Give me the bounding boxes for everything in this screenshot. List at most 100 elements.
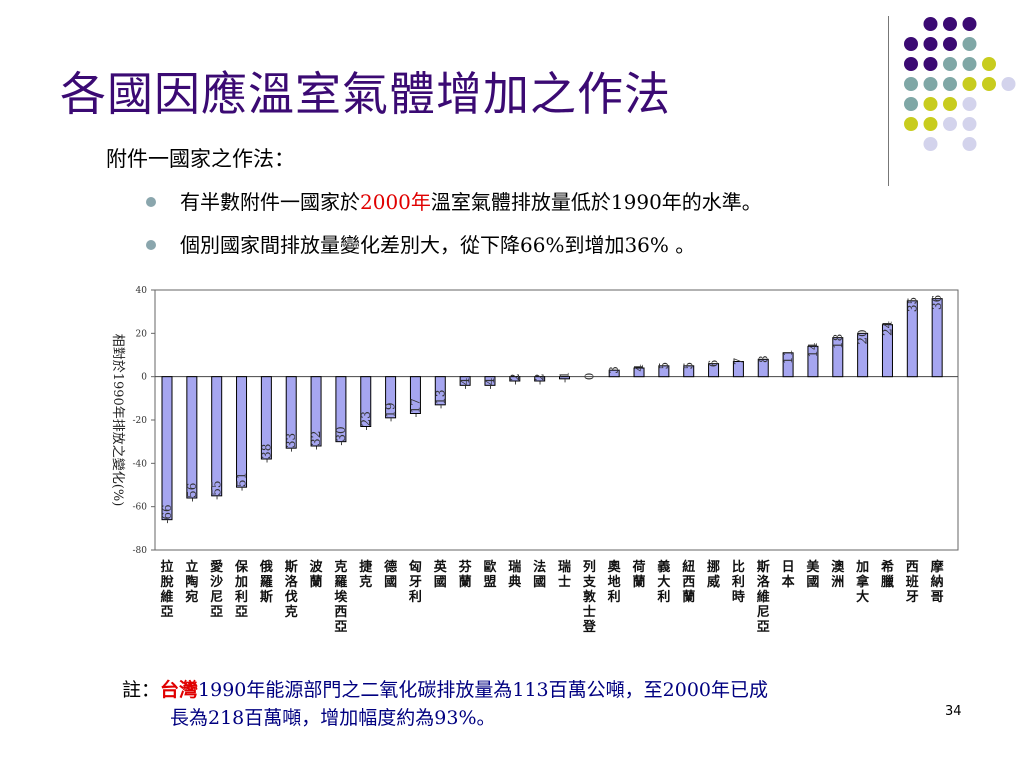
bar [186,376,198,499]
category-label: 奧地利 [608,559,622,605]
category-label: 捷克 [359,559,373,590]
bar [459,376,471,386]
decorative-dot [904,37,918,51]
data-label: -2 [508,373,522,385]
bar [161,376,173,521]
bar [807,345,819,378]
data-label: -56 [185,483,199,502]
data-label: -51 [235,472,249,491]
bar [608,369,620,378]
decorative-dot [943,17,957,31]
footnote-line-1: 1990年能源部門之二氧化碳排放量為113百萬公噸，至2000年已成 [198,679,769,701]
category-label: 美國 [806,559,820,590]
bar [360,376,372,427]
y-tick-label: 40 [136,286,148,296]
bar [881,324,893,378]
bar [260,376,272,460]
y-tick-label: 0 [141,373,147,383]
category-label: 拉脫維亞 [160,559,174,620]
bullet-1-post: 溫室氣體排放量低於1990年的水準。 [430,190,762,214]
y-tick-label: -80 [133,546,148,556]
category-label: 法國 [533,559,546,590]
decorative-dot [943,77,957,91]
slide-title: 各國因應溫室氣體增加之作法 [60,67,671,121]
decorative-dot [904,77,918,91]
decorative-dot [923,117,938,131]
y-tick-label: -20 [133,416,148,426]
decorative-dot [943,97,957,111]
decorative-dot [904,57,918,71]
data-label: 6 [707,360,721,368]
decorative-dots-icon [904,17,1016,151]
bullet-1-pre: 有半數附件一國家於 [180,190,360,214]
decorative-dot [962,117,977,131]
data-label: 35 [905,297,919,312]
y-tick-label: -40 [133,459,148,469]
bullet-2-text: 個別國家間排放量變化差別大，從下降66%到增加36% 。 [180,233,696,257]
data-label: -23 [359,411,373,430]
bullet-dot-icon [146,196,156,207]
decorative-dot [923,17,938,31]
data-label: 11 [781,349,795,364]
decorative-dot [923,77,938,91]
decorative-dot [943,117,957,131]
bar [211,376,223,497]
data-label: -17 [408,398,422,417]
bar [409,376,421,414]
bar [931,298,943,378]
bar [335,376,347,443]
category-label: 摩納哥 [931,559,945,605]
category-label: 比利時 [732,559,745,605]
data-label: -66 [160,504,174,523]
category-label: 立陶宛 [184,559,198,605]
category-label: 紐西蘭 [682,559,695,605]
category-label: 保加利亞 [234,559,249,620]
category-label: 希臘 [881,559,894,590]
decorative-dot [962,17,977,31]
decorative-dot [962,137,977,151]
plot-frame [154,289,959,551]
category-label: 荷蘭 [632,559,646,590]
category-label: 德國 [384,559,397,590]
category-label: 澳洲 [831,559,845,590]
y-tick-label: -60 [133,503,148,513]
decorative-dot [962,97,977,111]
decorative-dot [923,57,938,71]
bar [708,363,720,378]
bar [658,365,670,378]
data-label: -4 [483,377,497,389]
decorative-dot [943,37,957,51]
bullet-dot-icon [146,239,156,250]
data-label: -19 [384,403,398,422]
footnote-line-2: 長為218百萬噸，增加幅度約為93%。 [170,707,496,729]
category-label: 斯洛伐克 [285,559,299,620]
data-label: 18 [831,334,845,349]
y-axis-label: 相對於1990年排放之變化(%) [110,334,126,507]
data-label: 14 [806,342,820,358]
decorative-dot [923,97,938,111]
data-label: -32 [309,431,323,450]
bar [484,376,496,386]
category-label: 俄羅斯 [259,559,273,605]
bar [285,376,297,449]
footnote: 註：台灣1990年能源部門之二氧化碳排放量為113百萬公噸，至2000年已成 長… [122,676,768,732]
data-label: -2 [533,373,547,385]
category-label: 西班牙 [906,560,919,605]
bar [534,376,546,382]
bar-chart-svg: 40200-20-40-60-80相對於1990年排放之變化(%)-66拉脫維亞… [110,286,959,635]
bar [385,376,397,419]
data-label: 0 [582,373,596,381]
bar [757,358,769,378]
bar [236,376,248,488]
bullet-1-highlight: 2000年 [360,190,431,214]
bullet-item-2: 個別國家間排放量變化差別大，從下降66%到增加36% 。 [146,229,695,258]
data-label: -4 [458,377,472,389]
bar [857,332,869,378]
data-label: 7 [731,358,745,366]
data-label: -13 [433,390,447,409]
bar [683,365,695,378]
data-label: -30 [334,426,348,445]
category-label: 挪威 [707,559,720,590]
bar [559,376,570,380]
decorative-divider [888,16,889,186]
